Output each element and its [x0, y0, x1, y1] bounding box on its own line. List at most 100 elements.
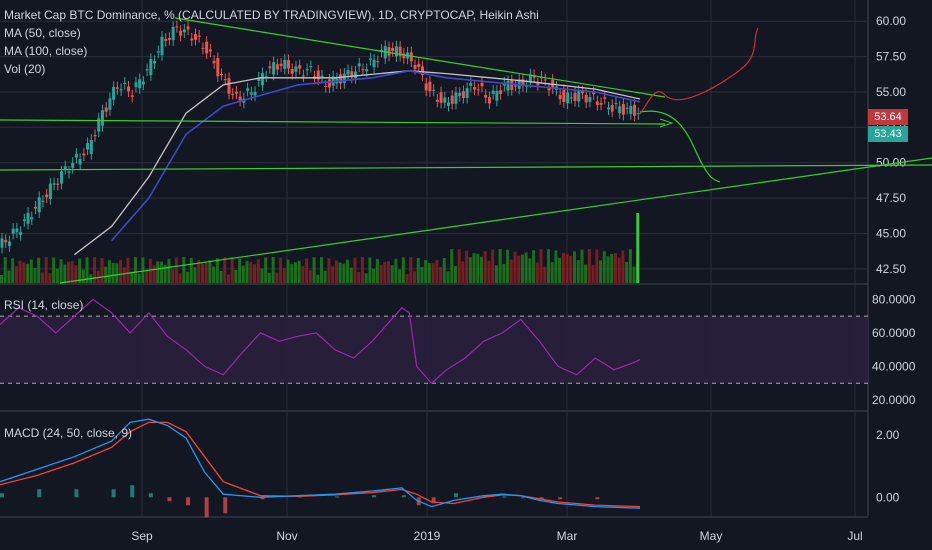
volume-bar [171, 269, 175, 283]
candle-body [510, 80, 514, 90]
candle-body [268, 66, 272, 69]
volume-bar [483, 251, 487, 283]
candle-body [402, 53, 406, 59]
candle-body [182, 29, 186, 33]
volume-bar [312, 257, 316, 283]
volume-bar [260, 268, 264, 283]
candle-body [257, 77, 261, 82]
candle-body [636, 113, 640, 115]
volume-bar [7, 270, 11, 283]
volume-bar [420, 266, 424, 283]
volume-bar [587, 249, 591, 283]
macd-histogram-bar [334, 496, 339, 498]
candle-body [603, 97, 607, 99]
candle-body [629, 105, 633, 114]
macd-histogram-bar [502, 496, 507, 498]
candle-body [175, 26, 179, 28]
candle-body [115, 87, 119, 89]
volume-bar [394, 258, 398, 283]
ma100-line [74, 70, 641, 256]
candle-body [327, 79, 331, 88]
volume-bar [26, 263, 30, 283]
volume-bar [226, 274, 230, 283]
candle-body [78, 158, 82, 165]
price-tick-label: 57.50 [876, 50, 906, 64]
macd-histogram-bar [260, 497, 265, 500]
macd-histogram-bar [74, 489, 79, 498]
candle-body [443, 97, 447, 103]
candle-body [506, 80, 510, 91]
rsi-tick-label: 80.0000 [872, 292, 916, 306]
candle-body [305, 69, 309, 71]
candle-body [409, 52, 413, 62]
volume-bar-last [636, 213, 640, 283]
candle-body [26, 212, 30, 224]
volume-bar [368, 257, 372, 283]
volume-bar [524, 252, 528, 283]
chart-title: Market Cap BTC Dominance, % (CALCULATED … [4, 8, 539, 22]
volume-bar [513, 251, 517, 283]
ma50-line [110, 69, 641, 242]
macd-histogram-bar [595, 497, 600, 500]
macd-histogram-bar [539, 497, 544, 500]
candle-body [201, 48, 205, 50]
price-tick-label: 55.00 [876, 85, 906, 99]
volume-bar [126, 257, 130, 283]
volume-bar [602, 251, 606, 283]
volume-bar [610, 254, 614, 283]
volume-bar [230, 257, 234, 283]
price-tag-lower: 53.43 [868, 126, 908, 142]
candle-body [495, 90, 499, 101]
ma100-label[interactable]: MA (100, close) [4, 44, 88, 58]
candle-body [238, 96, 242, 101]
candle-body [112, 86, 116, 100]
volume-bar [145, 269, 149, 283]
ma50-label[interactable]: MA (50, close) [4, 26, 81, 40]
volume-bar [37, 257, 41, 283]
candle-body [595, 101, 599, 106]
candle-body [164, 38, 168, 41]
volume-bar [573, 251, 577, 283]
volume-bar [517, 255, 521, 283]
volume-bar [178, 273, 182, 283]
macd-histogram-bar [111, 489, 116, 498]
volume-label[interactable]: Vol (20) [4, 62, 46, 76]
candle-body [127, 86, 131, 92]
candle-body [60, 171, 64, 184]
volume-bar [130, 271, 134, 283]
candle-body [86, 143, 90, 150]
candle-body [320, 75, 324, 78]
volume-bar [40, 272, 44, 283]
rsi-label[interactable]: RSI (14, close) [4, 298, 84, 312]
volume-bar [193, 267, 197, 283]
trendline-upper [174, 17, 666, 98]
trendline-rising [59, 157, 932, 284]
candle-body [394, 46, 398, 57]
volume-bar [52, 257, 56, 283]
volume-bar [320, 257, 323, 283]
candle-body [7, 241, 11, 247]
rsi-tick-label: 40.0000 [872, 359, 916, 373]
candle-body [279, 63, 283, 67]
candle-body [573, 92, 577, 102]
candle-body [253, 91, 257, 96]
candle-body [569, 97, 573, 99]
macd-histogram-bar [483, 495, 488, 498]
volume-bar [386, 261, 390, 283]
macd-histogram-bar [167, 497, 172, 502]
volume-bar [401, 257, 405, 283]
volume-bar [509, 259, 513, 283]
volume-bar [197, 259, 201, 283]
macd-label[interactable]: MACD (24, 50, close, 9) [4, 426, 133, 440]
x-tick-label: Mar [557, 529, 578, 543]
candle-body [580, 91, 584, 94]
volume-bar [413, 271, 417, 283]
volume-bar [156, 261, 160, 283]
price-tick-label: 60.00 [876, 14, 906, 28]
candle-body [309, 66, 313, 68]
candle-body [316, 70, 320, 80]
volume-bar [554, 250, 558, 283]
x-tick-label: May [700, 529, 723, 543]
volume-bar [160, 261, 163, 283]
